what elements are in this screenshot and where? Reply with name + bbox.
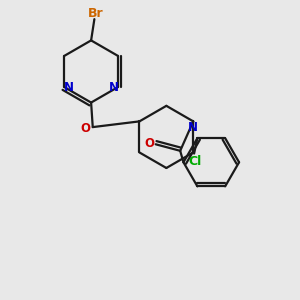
- Text: Br: Br: [88, 7, 104, 20]
- Text: N: N: [188, 122, 198, 134]
- Text: N: N: [108, 80, 118, 94]
- Text: O: O: [145, 137, 155, 150]
- Text: N: N: [64, 80, 74, 94]
- Text: Cl: Cl: [188, 155, 201, 168]
- Text: O: O: [80, 122, 91, 135]
